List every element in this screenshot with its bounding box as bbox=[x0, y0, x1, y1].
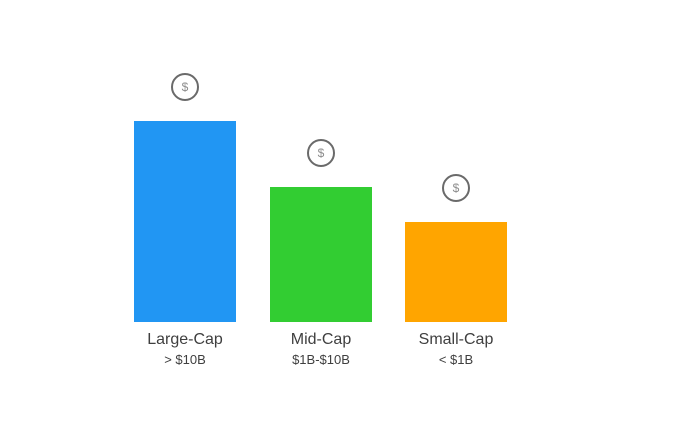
range-label-mid-cap: $1B-$10B bbox=[292, 352, 350, 367]
bar-mid-cap bbox=[270, 187, 372, 322]
range-label-large-cap: > $10B bbox=[164, 352, 206, 367]
bar-large-cap bbox=[134, 121, 236, 322]
range-label-small-cap: < $1B bbox=[438, 352, 474, 367]
dollar-circle-icon: $ bbox=[442, 174, 470, 202]
dollar-symbol: $ bbox=[317, 146, 325, 160]
category-label-small-cap: Small-Cap bbox=[418, 331, 494, 348]
bar-group-mid-cap: $ Mid-Cap $1B-$10B bbox=[270, 0, 372, 368]
category-label-mid-cap: Mid-Cap bbox=[290, 331, 352, 348]
bar-group-large-cap: $ Large-Cap > $10B bbox=[134, 0, 236, 368]
dollar-symbol: $ bbox=[181, 80, 189, 94]
dollar-circle-icon: $ bbox=[171, 73, 199, 101]
bar-group-small-cap: $ Small-Cap < $1B bbox=[405, 0, 507, 368]
dollar-symbol: $ bbox=[452, 181, 460, 195]
dollar-circle-icon: $ bbox=[307, 139, 335, 167]
bar-small-cap bbox=[405, 222, 507, 322]
category-label-large-cap: Large-Cap bbox=[147, 331, 223, 348]
